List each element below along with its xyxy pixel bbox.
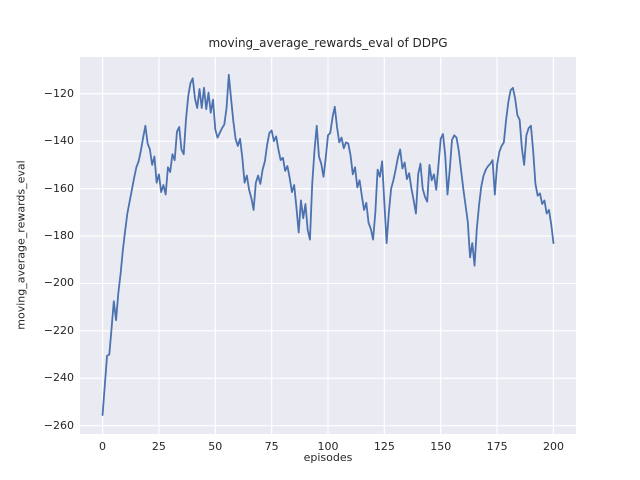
y-tick-label: −240: [43, 371, 74, 385]
y-tick-label: −180: [43, 229, 74, 243]
y-tick-label: −140: [43, 134, 74, 148]
x-tick-label: 150: [430, 440, 452, 453]
y-tick-label: −260: [43, 418, 74, 432]
y-tick-label: −200: [43, 276, 74, 290]
x-tick-label: 100: [317, 440, 339, 453]
x-tick-label: 175: [486, 440, 508, 453]
x-tick-label: 25: [151, 440, 166, 453]
x-tick-label: 0: [99, 440, 107, 453]
x-tick-label: 75: [264, 440, 279, 453]
x-tick-label: 125: [373, 440, 395, 453]
data-line: [101, 73, 555, 416]
y-tick-label: −160: [43, 181, 74, 195]
y-tick-label: −120: [43, 86, 74, 100]
x-tick-label: 200: [542, 440, 564, 453]
y-tick-label: −220: [43, 323, 74, 337]
x-tick-label: 50: [208, 440, 223, 453]
plot-canvas: [80, 57, 576, 434]
y-axis-label: moving_average_rewards_eval: [14, 160, 28, 330]
x-axis-label: episodes: [303, 451, 353, 464]
plot-area: [80, 57, 576, 434]
chart-title: moving_average_rewards_eval of DDPG: [208, 36, 448, 50]
